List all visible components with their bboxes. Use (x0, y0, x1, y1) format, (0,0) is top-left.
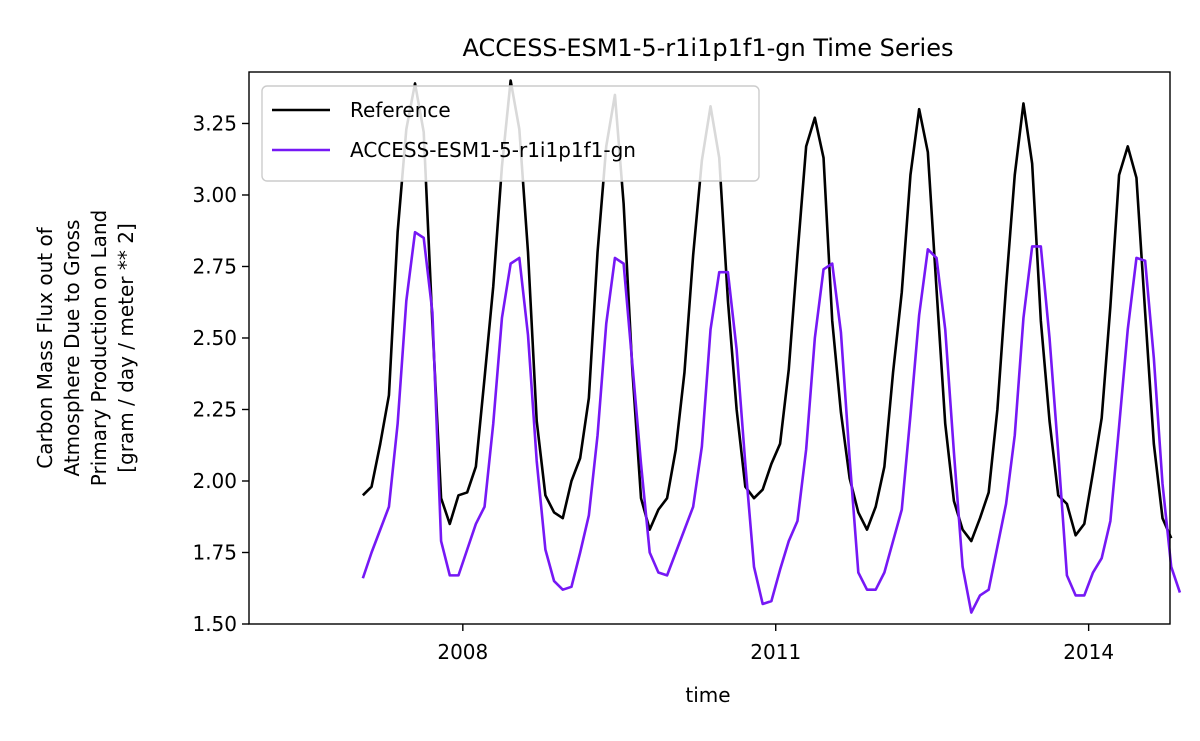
chart-title: ACCESS-ESM1-5-r1i1p1f1-gn Time Series (463, 34, 954, 62)
series-line-1 (361, 79, 1173, 543)
x-tick-label: 2014 (1063, 640, 1114, 664)
y-axis-label-line: Carbon Mass Flux out of (33, 226, 57, 468)
y-tick-label: 2.75 (192, 254, 237, 278)
legend-box (261, 85, 760, 182)
y-axis-label-line: [gram / day / meter ** 2] (114, 223, 138, 473)
legend-label: Reference (350, 98, 451, 122)
y-tick-label: 2.00 (192, 469, 237, 493)
y-tick-label: 1.50 (192, 612, 237, 636)
axes-frame (248, 71, 1171, 625)
x-tick-label: 2008 (437, 640, 488, 664)
y-axis-label: Carbon Mass Flux out of Atmosphere Due to… (33, 210, 138, 486)
x-axis: 2008 2011 2014 (437, 624, 1114, 664)
legend: Reference ACCESS-ESM1-5-r1i1p1f1-gn (261, 85, 760, 182)
y-axis: 1.50 1.75 2.00 2.25 2.50 2.75 3.00 3.25 (192, 111, 249, 636)
y-tick-label: 3.00 (192, 183, 237, 207)
plot-area (248, 71, 1182, 625)
y-tick-label: 3.25 (192, 111, 237, 135)
y-axis-label-line: Atmosphere Due to Gross (60, 220, 84, 477)
x-tick-label: 2011 (750, 640, 801, 664)
y-axis-label-line: Primary Production on Land (87, 210, 111, 486)
x-axis-label: time (685, 683, 730, 707)
y-tick-label: 1.75 (192, 540, 237, 564)
legend-label: ACCESS-ESM1-5-r1i1p1f1-gn (350, 138, 636, 162)
y-tick-label: 2.25 (192, 397, 237, 421)
y-tick-label: 2.50 (192, 326, 237, 350)
series-line-2 (361, 230, 1182, 614)
